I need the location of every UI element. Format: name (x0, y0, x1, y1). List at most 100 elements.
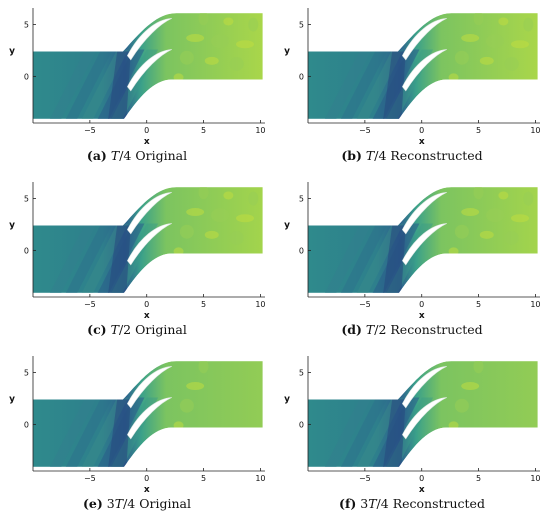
x-tick-label: 5 (476, 474, 481, 483)
caption-c: (c) T/2 Original (22, 322, 252, 337)
blade-upper (127, 366, 172, 409)
outlet-patch (179, 398, 194, 413)
x-tick-label: 0 (419, 474, 424, 483)
flow-field (308, 187, 538, 293)
blade-upper (402, 18, 447, 61)
y-tick-label: 5 (299, 195, 304, 204)
outlet-patch (498, 191, 509, 200)
blade-upper (127, 18, 172, 61)
caption-b: (b) T/4 Reconstructed (297, 148, 527, 163)
outlet-patch (486, 34, 505, 49)
wave-band (48, 223, 97, 293)
y-tick-label: 5 (24, 21, 29, 30)
x-axis-label: x (419, 137, 425, 147)
blade-upper (402, 366, 447, 409)
outlet-patch (498, 17, 509, 26)
x-axis-label: x (144, 485, 150, 495)
outlet-patch (479, 230, 494, 239)
outlet-patch (229, 56, 244, 71)
caption-tag: (a) (86, 148, 107, 163)
outlet-patch (173, 421, 184, 430)
outlet-patch (504, 230, 519, 245)
axes: −5 0 5 10 5 0 x y (284, 182, 541, 321)
y-tick-label: 0 (299, 420, 304, 429)
x-tick-label: 0 (144, 126, 149, 135)
y-tick-label: 0 (299, 246, 304, 255)
contour-plot-c: −5 0 5 10 5 0 x y (9, 182, 266, 321)
caption-symbol: 3T/4 (106, 496, 136, 511)
outlet-patch (211, 208, 230, 223)
outlet-patch (173, 247, 184, 256)
outlet-patch (473, 187, 484, 200)
y-tick-label: 0 (299, 72, 304, 81)
outlet-patch (198, 361, 209, 374)
x-tick-label: 5 (201, 300, 206, 309)
caption-f: (f) 3T/4 Reconstructed (297, 496, 527, 511)
y-axis-label: y (284, 47, 290, 57)
outlet-patch (186, 208, 205, 217)
caption-tag: (d) (341, 322, 362, 337)
blade-lower (127, 49, 172, 92)
outlet-patch (473, 13, 484, 26)
caption-tag: (b) (341, 148, 362, 163)
axes: −5 0 5 10 5 0 x y (9, 182, 266, 321)
outlet-patch (198, 187, 209, 200)
low-pressure-wedge (383, 399, 406, 467)
axes: −5 0 5 10 5 0 x y (284, 8, 541, 147)
x-tick-label: 10 (255, 300, 265, 309)
axes: −5 0 5 10 5 0 x y (9, 356, 266, 495)
caption-label: Reconstructed (390, 322, 483, 337)
figure-panel-b: −5 0 5 10 5 0 x y (b) T/4 Reconstructed (275, 0, 550, 174)
x-tick-label: 0 (144, 474, 149, 483)
x-tick-label: 10 (530, 300, 540, 309)
y-axis-label: y (9, 221, 15, 231)
caption-label: Original (139, 496, 191, 511)
outlet-patch (448, 421, 459, 430)
caption-a: (a) T/4 Original (22, 148, 252, 163)
caption-symbol: T/4 (110, 148, 132, 163)
outlet-patch (454, 50, 469, 65)
wave-band (48, 397, 97, 467)
caption-tag: (c) (87, 322, 107, 337)
outlet-patch (461, 382, 480, 391)
figure-panel-c: −5 0 5 10 5 0 x y (c) T/2 Original (0, 174, 275, 348)
x-tick-label: −5 (84, 300, 96, 309)
contour-plot-b: −5 0 5 10 5 0 x y (284, 8, 541, 147)
x-axis-label: x (144, 137, 150, 147)
contour-plot-a: −5 0 5 10 5 0 x y (9, 8, 266, 147)
wave-band (64, 223, 113, 293)
x-axis-label: x (144, 311, 150, 321)
x-tick-label: −5 (84, 474, 96, 483)
x-tick-label: 5 (476, 300, 481, 309)
outlet-patch (486, 208, 505, 223)
wave-band (339, 397, 388, 467)
blade-lower (402, 49, 447, 92)
axes: −5 0 5 10 5 0 x y (284, 356, 541, 495)
caption-label: Original (135, 322, 187, 337)
caption-symbol: 3T/4 (360, 496, 389, 511)
blade-lower (127, 223, 172, 266)
outlet-patch (179, 224, 194, 239)
y-axis-label: y (284, 395, 290, 405)
wave-band (64, 397, 113, 467)
y-tick-label: 5 (24, 369, 29, 378)
outlet-patch (461, 34, 480, 43)
blade-lower (402, 397, 447, 440)
flow-field (308, 13, 538, 119)
contour-plot-e: −5 0 5 10 5 0 x y (9, 356, 266, 495)
x-tick-label: 0 (419, 300, 424, 309)
outlet-patch (198, 13, 209, 26)
outlet-patch (248, 17, 259, 32)
y-axis-label: y (284, 221, 290, 231)
caption-e: (e) 3T/4 Original (22, 496, 252, 511)
x-tick-label: 5 (201, 474, 206, 483)
outlet-patch (211, 34, 230, 49)
caption-tag: (e) (83, 496, 103, 511)
figure-panel-e: −5 0 5 10 5 0 x y (e) 3T/4 Original (0, 348, 275, 524)
x-tick-label: −5 (359, 474, 371, 483)
y-tick-label: 0 (24, 420, 29, 429)
x-tick-label: 10 (255, 126, 265, 135)
x-tick-label: 10 (255, 474, 265, 483)
caption-symbol: T/2 (365, 322, 387, 337)
axes: −5 0 5 10 5 0 x y (9, 8, 266, 147)
